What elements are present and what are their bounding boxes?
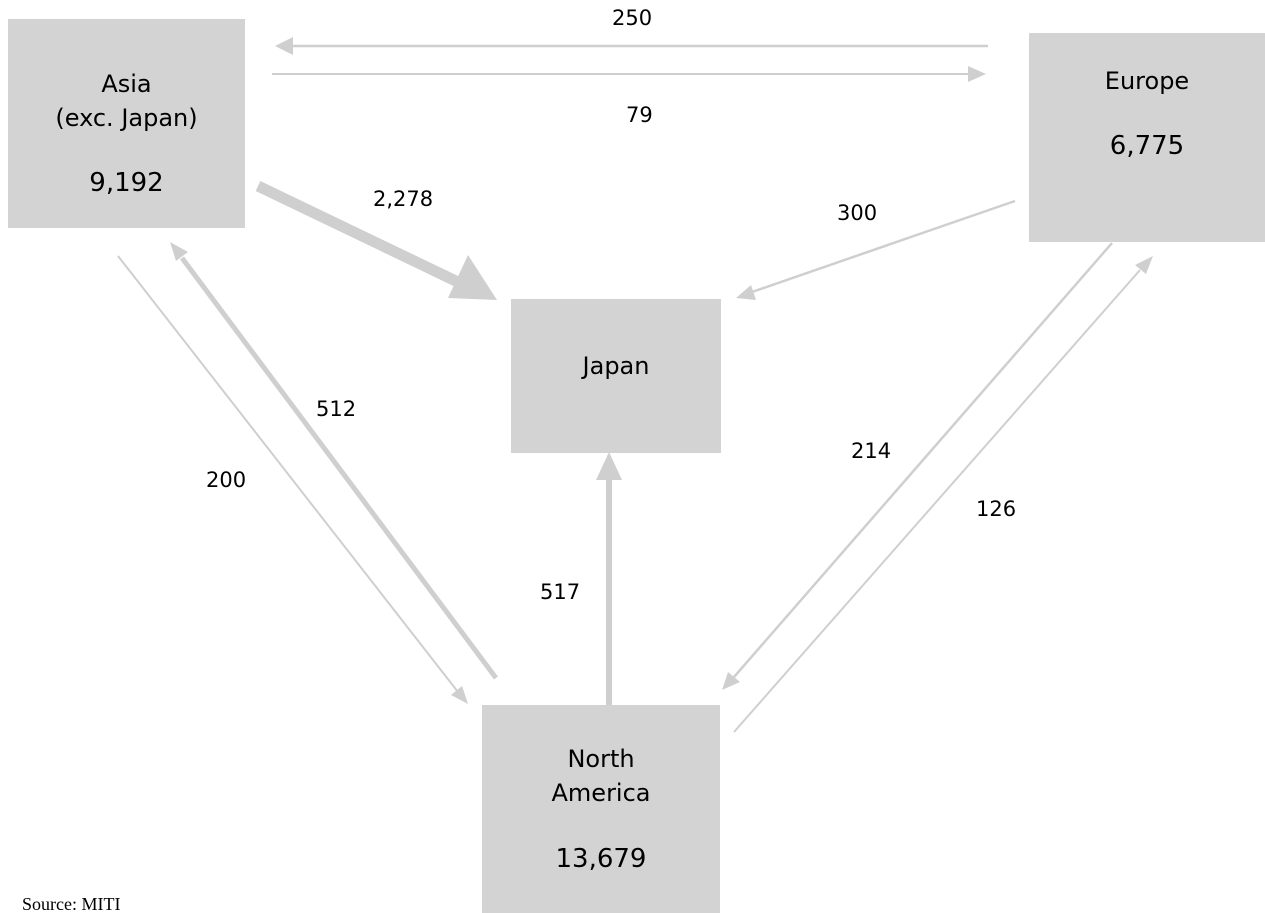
region-europe-value: 6,775 xyxy=(1109,131,1185,161)
region-asia-qualifier: (exc. Japan) xyxy=(55,104,198,132)
arrow-north-america-to-asia xyxy=(170,242,499,680)
arrow-asia-to-japan xyxy=(255,181,497,300)
region-japan: Japan xyxy=(511,299,721,453)
arrow-north-america-to-japan xyxy=(596,452,622,706)
flow-label-north-america-to-japan: 517 xyxy=(540,580,581,604)
region-europe: Europe 6,775 xyxy=(1029,33,1265,242)
region-europe-name: Europe xyxy=(1104,67,1190,95)
region-north-america-name-2: America xyxy=(551,779,651,807)
region-asia: Asia (exc. Japan) 9,192 xyxy=(8,19,245,228)
region-north-america: North America 13,679 xyxy=(482,705,720,913)
flow-label-europe-to-north-america: 214 xyxy=(851,439,892,463)
region-japan-name: Japan xyxy=(582,352,650,380)
flow-label-north-america-to-europe: 126 xyxy=(976,497,1017,521)
flow-label-north-america-to-asia: 512 xyxy=(316,397,357,421)
flow-label-europe-to-japan: 300 xyxy=(837,201,878,225)
arrow-europe-to-asia xyxy=(275,37,988,55)
region-north-america-name: North xyxy=(567,745,635,773)
arrow-europe-to-japan xyxy=(736,199,1016,300)
source-note: Source: MITI xyxy=(22,894,121,913)
flow-label-asia-to-north-america: 200 xyxy=(206,468,247,492)
region-north-america-value: 13,679 xyxy=(555,844,647,874)
region-asia-name: Asia xyxy=(101,70,152,98)
flow-label-europe-to-asia: 250 xyxy=(612,6,653,30)
arrow-europe-to-north-america xyxy=(722,242,1113,690)
flow-label-asia-to-japan: 2,278 xyxy=(373,187,434,211)
arrow-asia-to-europe xyxy=(272,66,986,82)
region-asia-value: 9,192 xyxy=(89,168,164,198)
flow-label-asia-to-europe: 79 xyxy=(626,103,653,127)
arrow-asia-to-north-america xyxy=(117,255,468,704)
arrow-north-america-to-europe xyxy=(733,256,1153,733)
